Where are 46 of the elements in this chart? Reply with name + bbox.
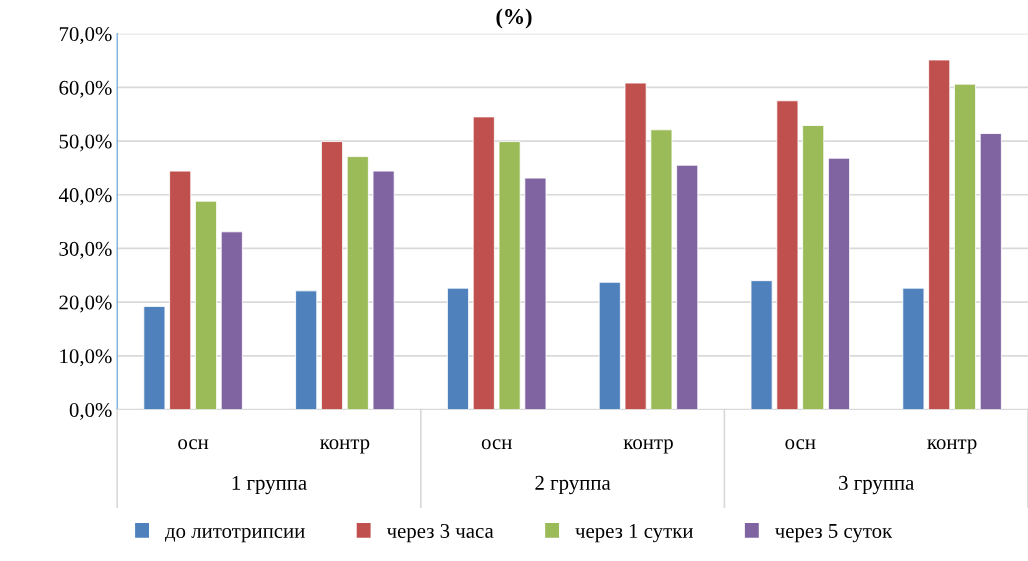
bar xyxy=(650,129,673,410)
y-tick-label: 0,0% xyxy=(69,402,112,420)
bar xyxy=(320,141,343,410)
y-tick-label: 40,0% xyxy=(58,188,112,206)
bar xyxy=(220,231,243,410)
x-tick-label: осн xyxy=(785,439,816,450)
bar xyxy=(195,200,217,410)
bar xyxy=(954,83,976,410)
chart-title: (%) xyxy=(496,8,532,29)
bar xyxy=(169,170,192,410)
text: 2 группа xyxy=(535,475,611,495)
bar xyxy=(828,157,851,410)
y-tick-label: 50,0% xyxy=(59,134,112,152)
bar xyxy=(472,116,495,410)
bar xyxy=(624,82,647,410)
y-tick-label: 20,0% xyxy=(59,295,112,313)
bar xyxy=(802,125,825,410)
text: 3 группа xyxy=(839,475,915,495)
bar xyxy=(143,306,166,410)
bar xyxy=(676,164,699,410)
text: 1 группа xyxy=(232,475,307,495)
bar xyxy=(524,177,547,410)
x-tick-label: контр xyxy=(320,439,370,454)
bar xyxy=(498,141,521,410)
legend-label: до литотрипсии xyxy=(164,527,305,543)
bar xyxy=(928,59,951,410)
y-tick-label: 10,0% xyxy=(60,349,112,367)
y-tick-label: 60,0% xyxy=(59,80,112,98)
bar xyxy=(446,287,469,410)
legend-label: через 1 сутки xyxy=(575,524,693,543)
y-tick-label: 30,0% xyxy=(59,241,112,259)
x-tick-label: осн xyxy=(481,439,512,450)
x-tick-label: контр xyxy=(623,439,673,454)
bar xyxy=(776,100,799,410)
bar xyxy=(372,170,395,410)
bar xyxy=(902,287,925,410)
bar xyxy=(598,281,621,410)
bar xyxy=(979,133,1002,410)
y-tick-label: 70,0% xyxy=(59,27,112,45)
legend-label: через 5 суток xyxy=(775,524,893,543)
bar xyxy=(346,156,369,410)
legend-label: через 3 часа xyxy=(386,523,494,543)
x-tick-label: контр xyxy=(927,439,977,454)
bar xyxy=(295,290,318,410)
bar xyxy=(750,280,773,410)
x-tick-label: осн xyxy=(178,439,209,450)
